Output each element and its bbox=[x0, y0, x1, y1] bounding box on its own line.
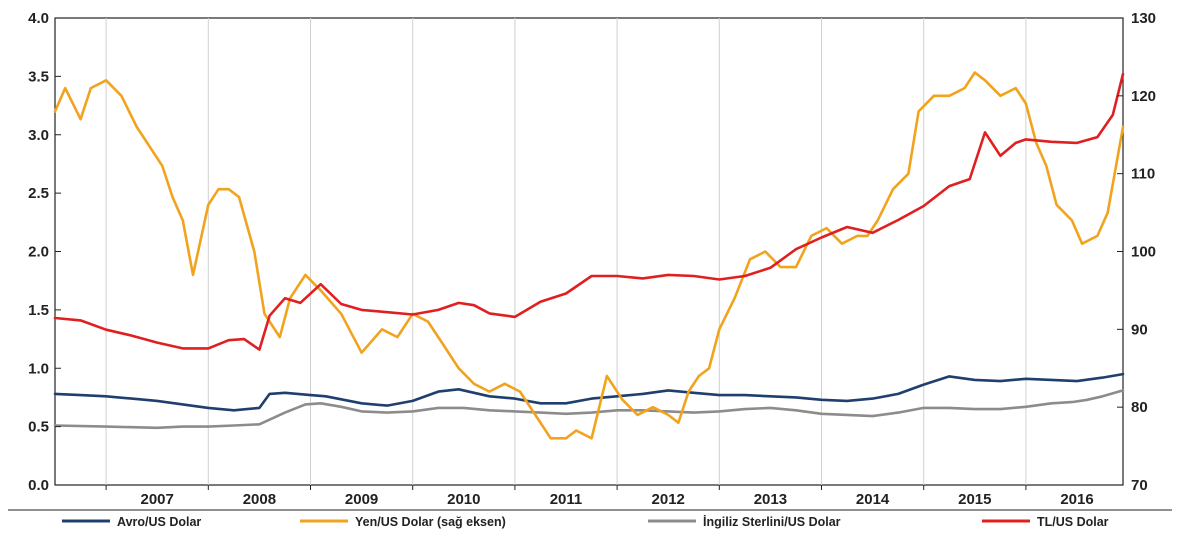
grid-lines bbox=[105, 18, 1027, 485]
legend-label-sterlin: İngiliz Sterlini/US Dolar bbox=[703, 514, 841, 529]
x-tick-label: 2011 bbox=[550, 491, 583, 508]
left-tick-label: 2.0 bbox=[28, 244, 49, 261]
series-line-yen bbox=[53, 71, 1125, 440]
series-line-tl bbox=[53, 72, 1125, 351]
right-tick-label: 130 bbox=[1131, 10, 1156, 27]
right-tick-label: 90 bbox=[1131, 321, 1148, 338]
x-axis: 2007 2008 2009 2010 2011 2012 2013 2014 2015 2016 bbox=[105, 485, 1094, 508]
left-y-axis: 0.0 0.5 1.0 1.5 2.0 2.5 3.0 3.5 4.0 bbox=[28, 10, 61, 494]
right-tick-label: 120 bbox=[1131, 88, 1156, 105]
right-tick-label: 110 bbox=[1131, 166, 1155, 183]
left-tick-label: 0.5 bbox=[28, 419, 49, 436]
left-tick-label: 3.0 bbox=[28, 127, 49, 144]
legend-label-yen: Yen/US Dolar (sağ eksen) bbox=[355, 515, 506, 529]
right-tick-label: 100 bbox=[1131, 244, 1156, 261]
legend: Avro/US Dolar Yen/US Dolar (sağ eksen) İng… bbox=[62, 514, 1109, 529]
x-tick-label: 2007 bbox=[141, 491, 174, 508]
left-tick-label: 1.0 bbox=[28, 360, 49, 377]
x-tick-label: 2016 bbox=[1060, 491, 1093, 508]
right-y-axis: 70 80 90 100 110 120 130 bbox=[1117, 10, 1156, 494]
legend-label-avro: Avro/US Dolar bbox=[117, 515, 201, 529]
x-tick-label: 2013 bbox=[754, 491, 787, 508]
x-tick-label: 2008 bbox=[243, 491, 276, 508]
left-tick-label: 2.5 bbox=[28, 185, 49, 202]
x-tick-label: 2014 bbox=[856, 491, 890, 508]
x-tick-label: 2009 bbox=[345, 491, 378, 508]
right-tick-label: 80 bbox=[1131, 399, 1148, 416]
series-line-sterlin bbox=[53, 389, 1125, 430]
right-tick-label: 70 bbox=[1131, 477, 1148, 494]
left-tick-label: 0.0 bbox=[28, 477, 49, 494]
legend-label-tl: TL/US Dolar bbox=[1037, 515, 1109, 529]
left-tick-label: 4.0 bbox=[28, 10, 49, 27]
x-tick-label: 2010 bbox=[447, 491, 480, 508]
x-tick-label: 2012 bbox=[652, 491, 685, 508]
series-line-avro bbox=[53, 372, 1125, 412]
series-lines bbox=[53, 71, 1125, 440]
left-tick-label: 3.5 bbox=[28, 68, 49, 85]
left-tick-label: 1.5 bbox=[28, 302, 49, 319]
x-tick-label: 2015 bbox=[958, 491, 991, 508]
